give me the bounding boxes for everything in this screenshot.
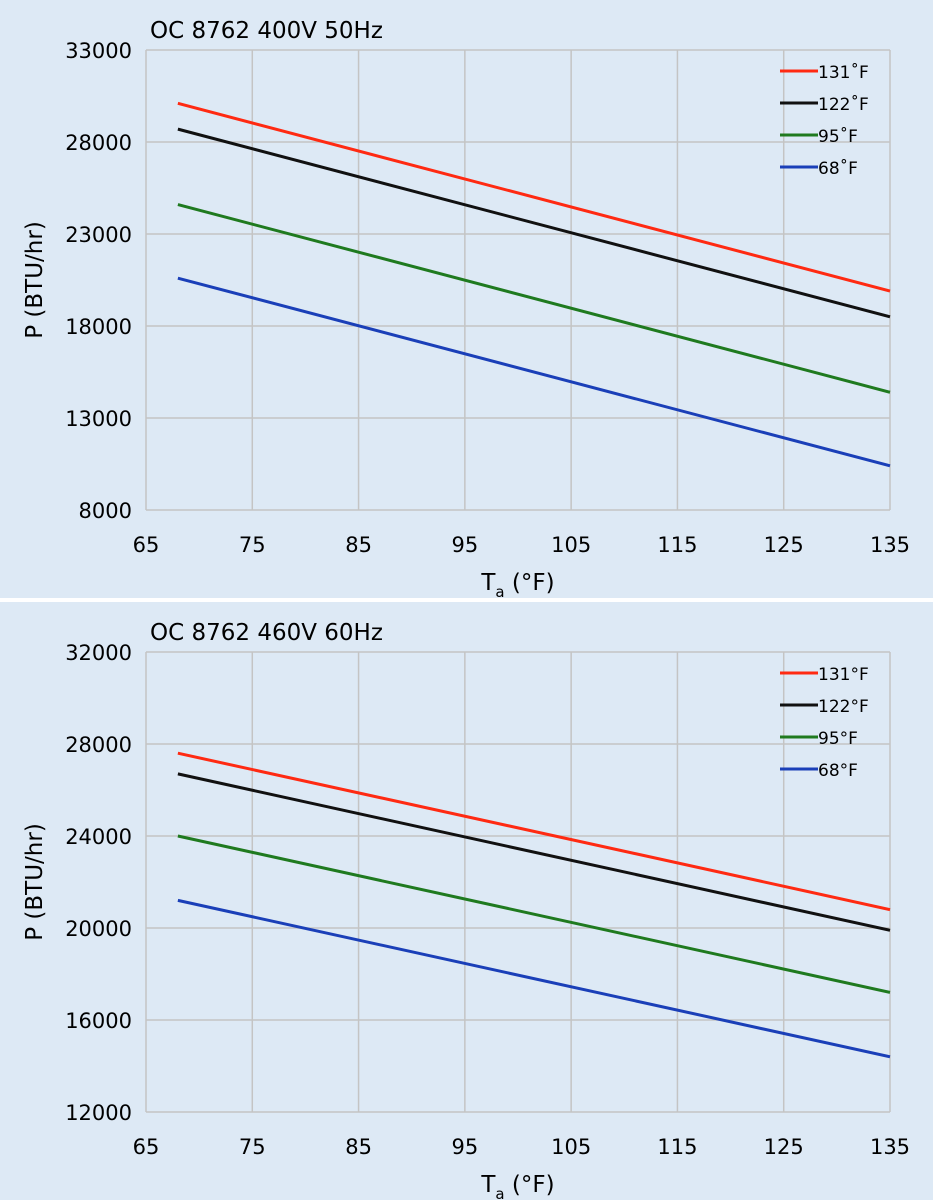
y-tick-label: 24000 [65, 825, 132, 849]
x-axis-label-main: T [480, 1172, 496, 1198]
x-axis-label-unit: (°F) [505, 1172, 555, 1198]
series-line-0 [177, 101, 891, 293]
x-axis-label: Ta (°F) [480, 1172, 554, 1200]
x-axis-label-subscript: a [495, 583, 504, 598]
x-tick-label: 135 [870, 533, 910, 557]
y-tick-label: 32000 [65, 641, 132, 665]
legend-label-1: 122°F [818, 697, 869, 717]
y-tick-labels: 12000 16000 20000 24000 28000 32000 [65, 641, 132, 1125]
chart-panel-400v: 65 75 85 95 105 115 125 135 8000 13000 18000 23000 2… [0, 0, 933, 598]
x-tick-label: 95 [451, 1135, 478, 1159]
x-axis-label-main: T [480, 570, 496, 596]
series-line-1 [177, 772, 891, 932]
x-tick-label: 75 [239, 1135, 266, 1159]
y-tick-labels: 8000 13000 18000 23000 28000 33000 [65, 39, 132, 523]
y-axis-label: P (BTU/hr) [22, 221, 48, 339]
series-line-3 [177, 276, 891, 468]
chart-title: OC 8762 460V 60Hz [150, 620, 383, 646]
legend: 131°F 122°F 95°F 68°F [780, 665, 869, 781]
series-lines [177, 101, 891, 468]
chart-400v-50hz: 65 75 85 95 105 115 125 135 8000 13000 18000 23000 2… [22, 18, 910, 598]
y-tick-label: 28000 [65, 131, 132, 155]
legend-label-2: 95°F [818, 729, 858, 749]
grid [145, 651, 891, 1113]
x-tick-label: 85 [345, 533, 372, 557]
x-tick-label: 125 [764, 1135, 804, 1159]
x-tick-label: 115 [657, 1135, 697, 1159]
series-line-2 [177, 834, 891, 994]
y-tick-label: 13000 [65, 407, 132, 431]
legend-label-0: 131°F [818, 665, 869, 685]
x-tick-label: 115 [657, 533, 697, 557]
y-tick-label: 18000 [65, 315, 132, 339]
y-tick-label: 28000 [65, 733, 132, 757]
series-line-0 [177, 751, 891, 912]
y-tick-label: 12000 [65, 1101, 132, 1125]
legend-label-2: 95˚F [818, 126, 858, 147]
x-tick-label: 65 [133, 533, 160, 557]
chart-panel-460v: 65 75 85 95 105 115 125 135 12000 16000 20000 24000… [0, 602, 933, 1200]
legend: 131˚F 122˚F 95˚F 68˚F [780, 62, 869, 179]
x-tick-label: 105 [551, 533, 591, 557]
legend-label-0: 131˚F [818, 62, 869, 83]
y-tick-label: 8000 [79, 499, 132, 523]
x-tick-label: 105 [551, 1135, 591, 1159]
x-axis-label-subscript: a [495, 1185, 504, 1200]
legend-label-3: 68°F [818, 761, 858, 781]
y-axis-label: P (BTU/hr) [22, 823, 48, 941]
x-tick-labels: 65 75 85 95 105 115 125 135 [133, 1135, 910, 1159]
series-line-1 [177, 127, 891, 319]
series-line-2 [177, 203, 891, 394]
x-tick-label: 65 [133, 1135, 160, 1159]
series-line-3 [177, 898, 891, 1059]
x-tick-label: 75 [239, 533, 266, 557]
legend-label-3: 68˚F [818, 158, 858, 179]
chart-460v-60hz: 65 75 85 95 105 115 125 135 12000 16000 20000 24000… [22, 620, 910, 1200]
x-axis-label: Ta (°F) [480, 570, 554, 598]
chart-title: OC 8762 400V 50Hz [150, 18, 383, 44]
grid [145, 49, 891, 511]
y-tick-label: 23000 [65, 223, 132, 247]
x-tick-labels: 65 75 85 95 105 115 125 135 [133, 533, 910, 557]
x-tick-label: 135 [870, 1135, 910, 1159]
x-axis-label-unit: (°F) [505, 570, 555, 596]
x-tick-label: 85 [345, 1135, 372, 1159]
x-tick-label: 125 [764, 533, 804, 557]
series-lines [177, 751, 891, 1059]
legend-label-1: 122˚F [818, 94, 869, 115]
y-tick-label: 16000 [65, 1009, 132, 1033]
y-tick-label: 20000 [65, 917, 132, 941]
y-tick-label: 33000 [65, 39, 132, 63]
x-tick-label: 95 [451, 533, 478, 557]
